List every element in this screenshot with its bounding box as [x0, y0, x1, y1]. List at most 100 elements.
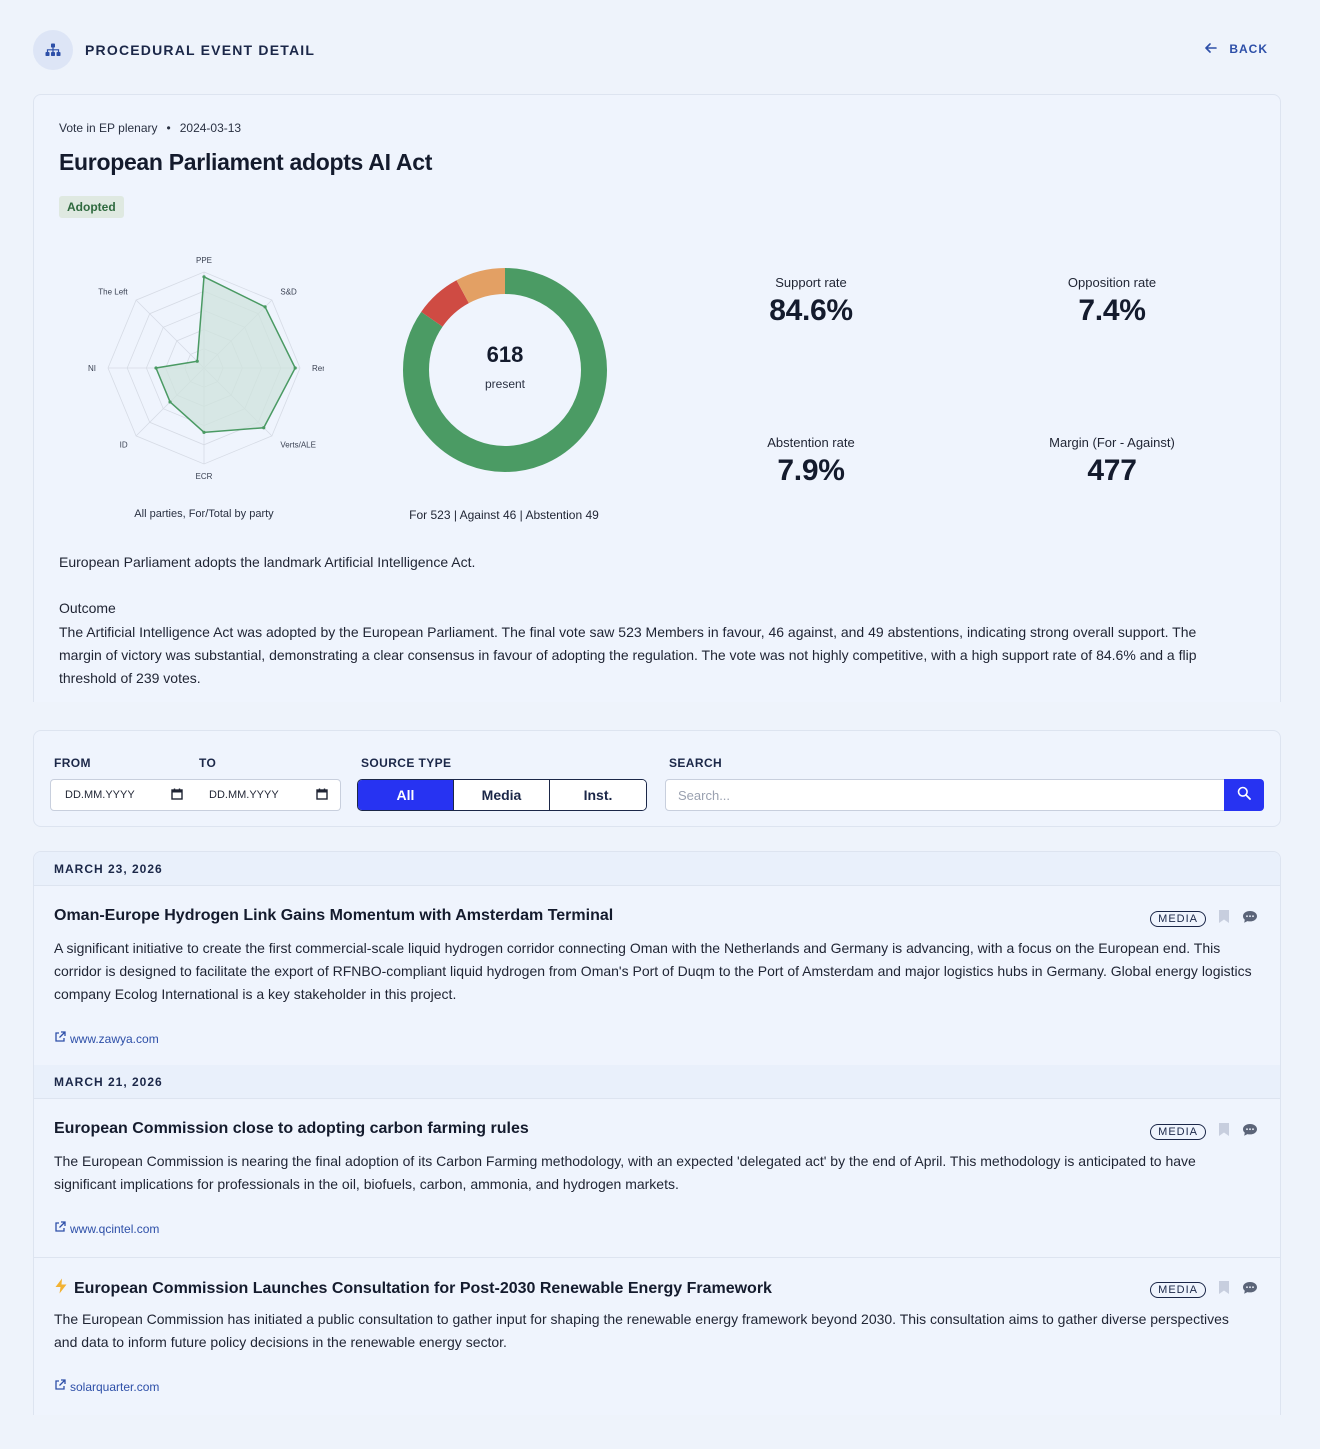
radar-series-area: [154, 275, 297, 434]
external-link-icon: [54, 1221, 66, 1236]
back-label: BACK: [1229, 42, 1268, 56]
support-rate-stat: Support rate 84.6%: [691, 275, 931, 328]
donut-slice-abstention: [403, 268, 607, 472]
margin-stat: Margin (For - Against) 477: [992, 435, 1232, 488]
radar-axis-label: The Left: [98, 288, 128, 297]
meta-separator: •: [166, 121, 171, 135]
outcome-heading: Outcome: [59, 600, 116, 616]
status-badge: Adopted: [59, 196, 124, 218]
source-text: www.zawya.com: [70, 1031, 159, 1046]
page-title: PROCEDURAL EVENT DETAIL: [85, 42, 316, 58]
event-type: Vote in EP plenary: [59, 121, 158, 135]
row-divider: [34, 1257, 1280, 1258]
date-group-header: MARCH 23, 2026: [34, 852, 1280, 886]
article-actions: MEDIA: [1150, 909, 1258, 929]
event-date: 2024-03-13: [179, 121, 242, 135]
radar-axis-label: NI: [88, 364, 96, 373]
filter-bar: FROM TO DD.MM.YYYY DD.MM.YYYY SOURCE TYP…: [33, 730, 1281, 827]
outcome-text: The Artificial Intelligence Act was adop…: [59, 624, 1197, 686]
source-type-label: SOURCE TYPE: [361, 756, 452, 770]
external-link-icon: [54, 1031, 66, 1046]
comment-icon[interactable]: [1242, 1123, 1258, 1142]
search-input[interactable]: [665, 779, 1225, 811]
event-meta: Vote in EP plenary • 2024-03-13: [59, 121, 241, 135]
present-count: 618: [486, 342, 524, 367]
to-label: TO: [199, 756, 217, 770]
vote-donut-chart: 618 present: [400, 265, 610, 475]
top-bar: PROCEDURAL EVENT DETAIL BACK: [33, 30, 1280, 70]
abstention-rate-stat: Abstention rate 7.9%: [691, 435, 931, 488]
stat-label: Opposition rate: [1067, 275, 1157, 290]
event-card: Vote in EP plenary • 2024-03-13 European…: [33, 94, 1281, 702]
comment-icon[interactable]: [1242, 910, 1258, 929]
donut-caption: For 523 | Against 46 | Abstention 49: [409, 508, 599, 522]
lightning-icon: [54, 1278, 68, 1299]
source-media-button[interactable]: Media: [454, 780, 550, 810]
comment-icon[interactable]: [1242, 1281, 1258, 1300]
to-date-field[interactable]: DD.MM.YYYY: [195, 779, 341, 811]
source-text: www.qcintel.com: [70, 1221, 160, 1236]
radar-spoke: [135, 299, 205, 369]
radar-point: [202, 275, 206, 279]
to-date-value: DD.MM.YYYY: [209, 789, 279, 801]
radar-axis-label: Verts/ALE: [280, 440, 316, 449]
stat-label: Support rate: [775, 275, 847, 290]
radar-point: [195, 359, 199, 363]
stat-value: 7.9%: [777, 454, 845, 487]
bookmark-icon[interactable]: [1218, 909, 1230, 929]
article-title-text: Oman-Europe Hydrogen Link Gains Momentum…: [54, 907, 614, 924]
event-summary: European Parliament adopts the landmark …: [59, 554, 476, 570]
external-link-icon: [54, 1379, 66, 1394]
opposition-rate-stat: Opposition rate 7.4%: [992, 275, 1232, 328]
radar-point: [263, 305, 267, 309]
from-date-value: DD.MM.YYYY: [65, 789, 135, 801]
event-title: European Parliament adopts AI Act: [59, 149, 433, 175]
hierarchy-icon: [33, 30, 73, 70]
article-actions: MEDIA: [1150, 1280, 1258, 1300]
search-button[interactable]: [1224, 779, 1264, 811]
radar-point: [293, 366, 297, 370]
back-button[interactable]: BACK: [1205, 42, 1268, 56]
calendar-icon[interactable]: [171, 788, 183, 803]
stat-label: Abstention rate: [767, 435, 855, 450]
stat-value: 477: [1087, 454, 1137, 487]
article-title[interactable]: European Commission Launches Consultatio…: [54, 1278, 772, 1299]
article-title-text: European Commission close to adopting ca…: [54, 1120, 529, 1137]
media-tag: MEDIA: [1150, 1282, 1206, 1298]
arrow-left-icon: [1205, 42, 1218, 56]
article-source-link[interactable]: www.qcintel.com: [54, 1221, 159, 1236]
news-list: MARCH 23, 2026 Oman-Europe Hydrogen Link…: [33, 851, 1281, 1415]
radar-point: [202, 430, 206, 434]
radar-axis-label: S&D: [280, 288, 297, 297]
bookmark-icon[interactable]: [1218, 1280, 1230, 1300]
bookmark-icon[interactable]: [1218, 1122, 1230, 1142]
article-source-link[interactable]: www.zawya.com: [54, 1031, 159, 1046]
radar-caption: All parties, For/Total by party: [134, 508, 274, 520]
article-actions: MEDIA: [1150, 1122, 1258, 1142]
source-text: solarquarter.com: [70, 1379, 160, 1394]
media-tag: MEDIA: [1150, 911, 1206, 927]
stat-label: Margin (For - Against): [1049, 435, 1175, 450]
stat-value: 7.4%: [1078, 294, 1146, 327]
party-radar-chart: PPE S&D Renew Verts/ALE ECR ID NI The Left: [84, 250, 337, 481]
article-source-link[interactable]: solarquarter.com: [54, 1379, 159, 1394]
article-title[interactable]: European Commission close to adopting ca…: [54, 1120, 529, 1138]
radar-axis-label: Renew: [312, 364, 324, 373]
stat-value: 84.6%: [769, 294, 853, 327]
from-date-field[interactable]: DD.MM.YYYY: [50, 779, 196, 811]
source-inst-button[interactable]: Inst.: [550, 780, 646, 810]
radar-axis-label: ID: [120, 440, 128, 449]
article-body: The European Commission is nearing the f…: [54, 1153, 1196, 1192]
article-title-text: European Commission Launches Consultatio…: [74, 1279, 772, 1297]
radar-axis-label: PPE: [196, 256, 212, 265]
from-label: FROM: [54, 756, 91, 770]
radar-point: [154, 366, 158, 370]
source-all-button[interactable]: All: [358, 780, 454, 810]
article-title[interactable]: Oman-Europe Hydrogen Link Gains Momentum…: [54, 907, 613, 925]
radar-point: [262, 426, 266, 430]
present-label: present: [484, 377, 526, 391]
article-body: The European Commission has initiated a …: [54, 1311, 1229, 1350]
source-type-toggle: All Media Inst.: [357, 779, 647, 811]
calendar-icon[interactable]: [316, 788, 328, 803]
search-icon: [1237, 786, 1251, 805]
